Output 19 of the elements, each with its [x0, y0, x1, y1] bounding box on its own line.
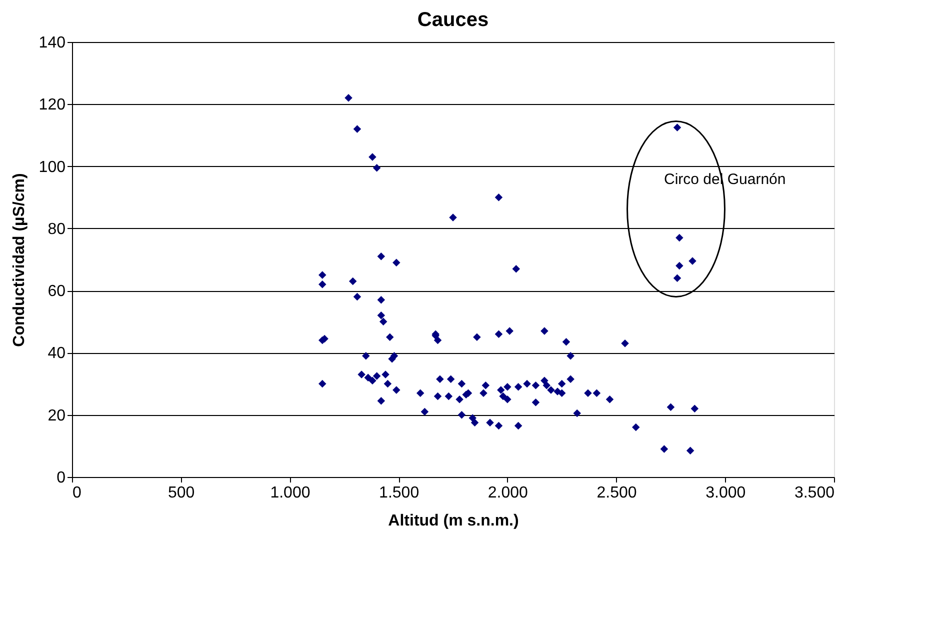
y-tick-label: 0	[56, 470, 66, 486]
y-tick-label: 20	[48, 407, 66, 424]
x-tick-label: 2.000	[488, 484, 528, 502]
y-tick-label: 140	[38, 34, 66, 52]
y-tick-label: 120	[38, 96, 66, 114]
y-tick-label: 80	[48, 220, 66, 238]
x-tick-label: 500	[168, 484, 195, 502]
y-tick-label: 100	[38, 158, 66, 176]
x-tick-label: 0	[72, 484, 82, 502]
y-tick-label: 60	[48, 283, 66, 300]
y-tick-label: 40	[48, 345, 66, 362]
chart-title: Cauces	[417, 9, 489, 31]
x-tick-label: 1.500	[379, 484, 420, 502]
x-tick-label: 3.500	[794, 484, 835, 502]
x-tick-label: 3.000	[706, 484, 746, 502]
x-tick-label: 1.000	[270, 484, 310, 502]
x-tick-label: 2.500	[596, 484, 637, 502]
y-axis-title: Conductividad (µS/cm)	[10, 173, 28, 347]
x-axis-title: Altitud (m s.n.m.)	[388, 512, 519, 530]
